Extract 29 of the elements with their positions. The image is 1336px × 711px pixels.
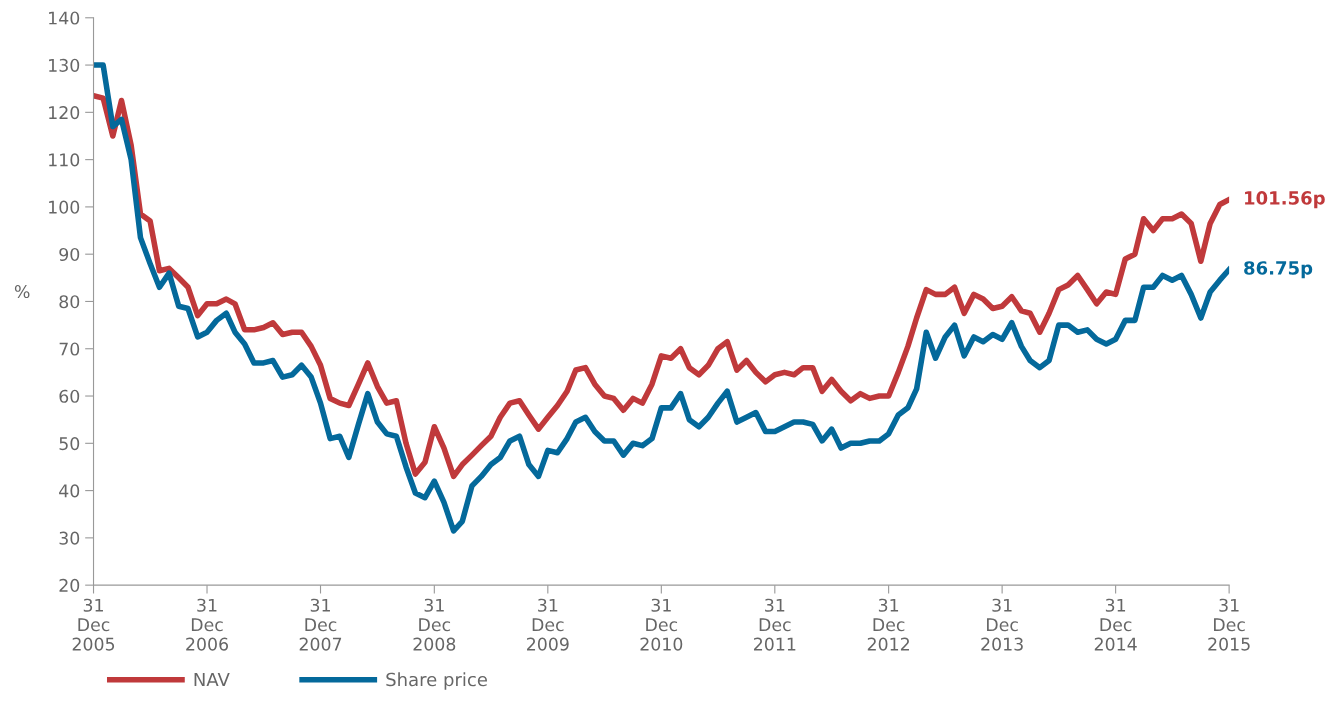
x-tick-label: 31 Dec 2012 xyxy=(867,598,909,651)
y-tick-label: 110 xyxy=(49,153,80,167)
y-tick-label: 120 xyxy=(49,106,80,120)
y-tick-label: 90 xyxy=(59,247,80,262)
x-tick-label: 31 Dec 2014 xyxy=(1094,598,1137,651)
y-tick-label: 50 xyxy=(59,437,80,451)
annotation: 101.56p xyxy=(1245,191,1325,209)
x-tick-label: 31 Dec 2009 xyxy=(527,598,569,651)
y-tick-label: 20 xyxy=(59,578,80,592)
x-tick-label: 31 Dec 2006 xyxy=(186,598,229,651)
y-tick-label: 70 xyxy=(59,342,80,356)
annotation: 86.75p xyxy=(1244,261,1313,279)
y-axis-title: % xyxy=(14,284,30,299)
y-tick-label: 30 xyxy=(59,531,80,545)
x-tick-label: 31 Dec 2005 xyxy=(72,598,115,651)
x-tick-label: 31 Dec 2013 xyxy=(981,598,1023,651)
y-tick-label: 40 xyxy=(59,484,80,498)
y-tick-label: 100 xyxy=(49,200,80,214)
x-tick-label: 31 Dec 2008 xyxy=(413,598,456,651)
x-tick-label: 31 Dec 2007 xyxy=(299,598,342,651)
y-tick-label: 60 xyxy=(59,389,80,403)
y-tick-label: 80 xyxy=(59,295,80,309)
x-tick-label: 31 Dec 2010 xyxy=(640,598,683,651)
x-tick-label: 31 Dec 2015 xyxy=(1208,598,1250,651)
y-tick-label: 140 xyxy=(49,11,80,25)
legend-label: NAV xyxy=(194,672,230,687)
x-tick-label: 31 Dec 2011 xyxy=(754,598,796,651)
y-tick-label: 130 xyxy=(49,58,80,72)
legend-label: Share price xyxy=(386,672,487,690)
